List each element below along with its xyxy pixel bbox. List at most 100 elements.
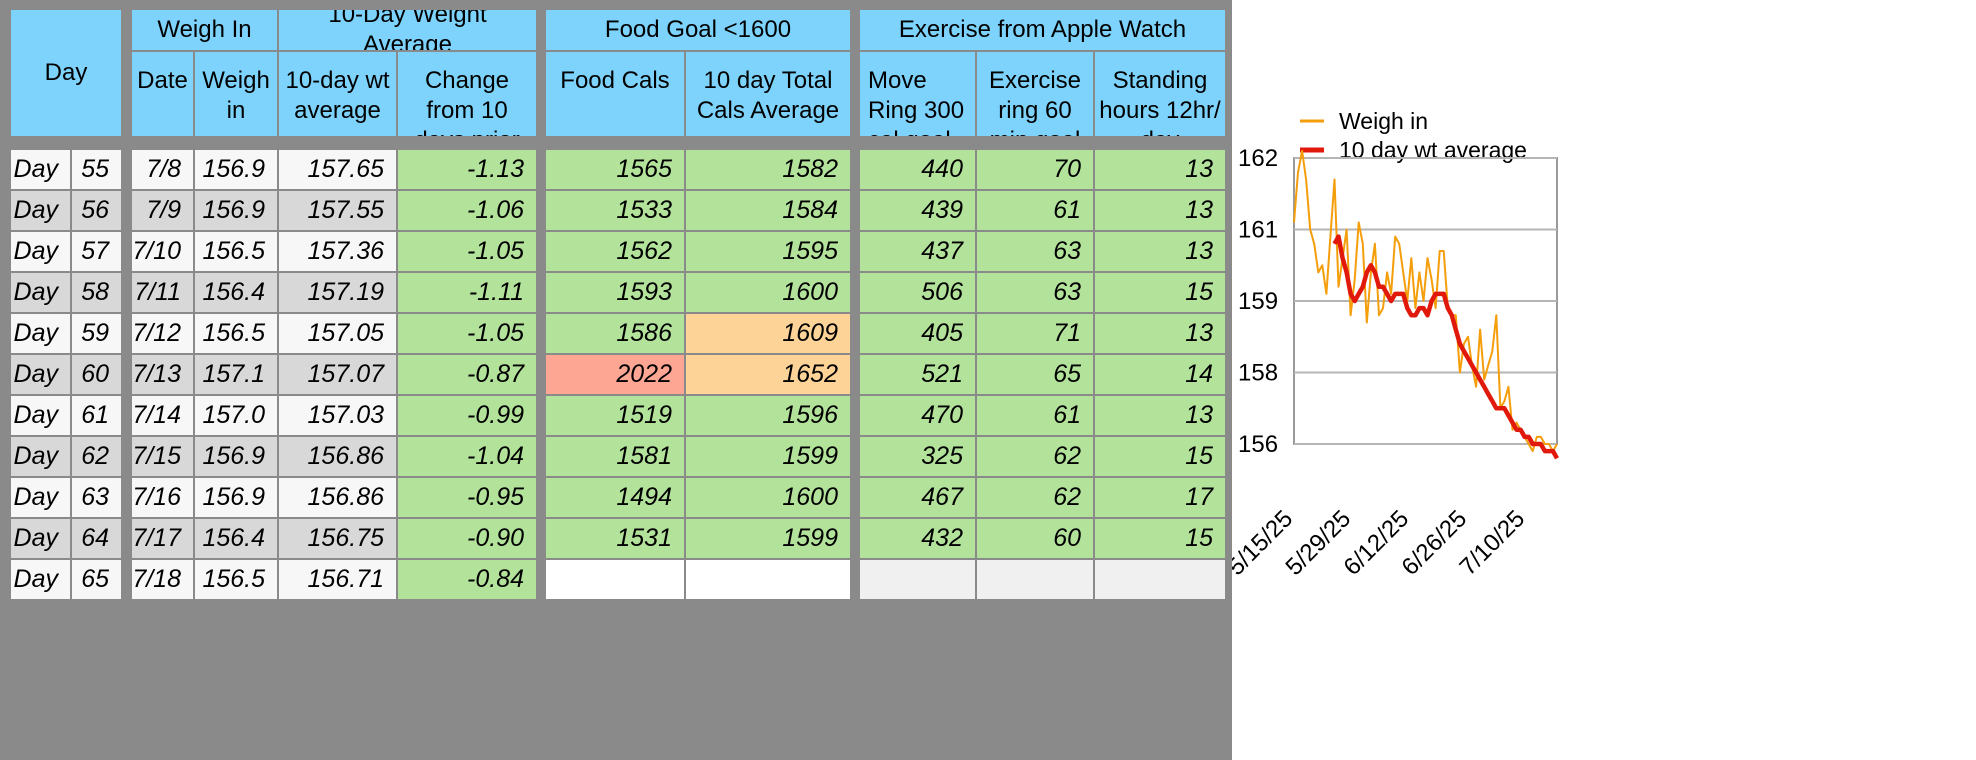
cell-move-ring[interactable]: 467: [860, 478, 975, 517]
cell-day-label[interactable]: Day: [11, 273, 70, 312]
cell-move-ring[interactable]: 432: [860, 519, 975, 558]
cell-change[interactable]: -1.05: [398, 314, 536, 353]
cell-day-number[interactable]: 61: [72, 396, 121, 435]
cell-food-cals[interactable]: 1562: [546, 232, 684, 271]
cell-day-number[interactable]: 55: [72, 150, 121, 189]
cell-exercise-ring[interactable]: 70: [977, 150, 1093, 189]
cell-day-number[interactable]: 63: [72, 478, 121, 517]
cell-10day-average[interactable]: 156.75: [279, 519, 396, 558]
cell-day-label[interactable]: Day: [11, 150, 70, 189]
cell-food-cals[interactable]: 1533: [546, 191, 684, 230]
cell-food-cals[interactable]: 1565: [546, 150, 684, 189]
cell-total-cals-average[interactable]: 1599: [686, 437, 850, 476]
cell-food-cals[interactable]: 1586: [546, 314, 684, 353]
cell-weigh-in[interactable]: 156.9: [195, 437, 277, 476]
cell-weigh-in[interactable]: 156.5: [195, 232, 277, 271]
cell-exercise-ring[interactable]: 71: [977, 314, 1093, 353]
cell-weigh-in[interactable]: 156.4: [195, 519, 277, 558]
cell-weigh-in[interactable]: 156.4: [195, 273, 277, 312]
cell-weigh-in[interactable]: 156.9: [195, 478, 277, 517]
cell-day-number[interactable]: 62: [72, 437, 121, 476]
cell-day-label[interactable]: Day: [11, 396, 70, 435]
cell-date[interactable]: 7/17: [132, 519, 193, 558]
cell-move-ring[interactable]: [860, 560, 975, 599]
cell-day-label[interactable]: Day: [11, 560, 70, 599]
cell-total-cals-average[interactable]: 1652: [686, 355, 850, 394]
cell-standing-hours[interactable]: 17: [1095, 478, 1225, 517]
cell-standing-hours[interactable]: 15: [1095, 437, 1225, 476]
cell-weigh-in[interactable]: 156.9: [195, 150, 277, 189]
cell-day-label[interactable]: Day: [11, 478, 70, 517]
cell-exercise-ring[interactable]: [977, 560, 1093, 599]
cell-day-number[interactable]: 56: [72, 191, 121, 230]
header-standing-hours[interactable]: Standing hours 12hr/ day: [1095, 52, 1225, 136]
cell-exercise-ring[interactable]: 61: [977, 191, 1093, 230]
header-exercise-ring[interactable]: Exercise ring 60 min goal: [977, 52, 1093, 136]
cell-exercise-ring[interactable]: 65: [977, 355, 1093, 394]
cell-weigh-in[interactable]: 156.5: [195, 560, 277, 599]
header-food-cals[interactable]: Food Cals: [546, 52, 684, 136]
cell-total-cals-average[interactable]: 1600: [686, 273, 850, 312]
header-exercise-group[interactable]: Exercise from Apple Watch: [860, 10, 1225, 50]
cell-standing-hours[interactable]: 13: [1095, 314, 1225, 353]
cell-standing-hours[interactable]: 13: [1095, 232, 1225, 271]
cell-day-label[interactable]: Day: [11, 519, 70, 558]
cell-change[interactable]: -0.99: [398, 396, 536, 435]
header-food-goal-group[interactable]: Food Goal <1600: [546, 10, 850, 50]
cell-exercise-ring[interactable]: 63: [977, 273, 1093, 312]
cell-exercise-ring[interactable]: 60: [977, 519, 1093, 558]
cell-day-number[interactable]: 57: [72, 232, 121, 271]
cell-10day-average[interactable]: 157.19: [279, 273, 396, 312]
cell-day-label[interactable]: Day: [11, 232, 70, 271]
cell-move-ring[interactable]: 437: [860, 232, 975, 271]
cell-food-cals[interactable]: 1531: [546, 519, 684, 558]
cell-day-label[interactable]: Day: [11, 355, 70, 394]
cell-total-cals-average[interactable]: 1595: [686, 232, 850, 271]
cell-date[interactable]: 7/12: [132, 314, 193, 353]
cell-food-cals[interactable]: 1581: [546, 437, 684, 476]
header-date[interactable]: Date: [132, 52, 193, 136]
header-10day-total-cals[interactable]: 10 day Total Cals Average: [686, 52, 850, 136]
cell-exercise-ring[interactable]: 63: [977, 232, 1093, 271]
cell-change[interactable]: -0.95: [398, 478, 536, 517]
cell-10day-average[interactable]: 157.36: [279, 232, 396, 271]
cell-total-cals-average[interactable]: 1584: [686, 191, 850, 230]
cell-change[interactable]: -0.87: [398, 355, 536, 394]
cell-date[interactable]: 7/10: [132, 232, 193, 271]
cell-move-ring[interactable]: 325: [860, 437, 975, 476]
cell-total-cals-average[interactable]: 1600: [686, 478, 850, 517]
cell-10day-average[interactable]: 156.86: [279, 437, 396, 476]
cell-weigh-in[interactable]: 156.5: [195, 314, 277, 353]
cell-move-ring[interactable]: 440: [860, 150, 975, 189]
cell-standing-hours[interactable]: 13: [1095, 396, 1225, 435]
cell-date[interactable]: 7/8: [132, 150, 193, 189]
header-change[interactable]: Change from 10 days prior: [398, 52, 536, 136]
cell-food-cals[interactable]: 1519: [546, 396, 684, 435]
cell-date[interactable]: 7/14: [132, 396, 193, 435]
header-10day-average-group[interactable]: 10-Day Weight Average: [279, 10, 536, 50]
cell-date[interactable]: 7/13: [132, 355, 193, 394]
cell-standing-hours[interactable]: 13: [1095, 150, 1225, 189]
cell-total-cals-average[interactable]: 1609: [686, 314, 850, 353]
cell-day-number[interactable]: 60: [72, 355, 121, 394]
cell-move-ring[interactable]: 521: [860, 355, 975, 394]
cell-change[interactable]: -0.84: [398, 560, 536, 599]
cell-10day-average[interactable]: 157.03: [279, 396, 396, 435]
cell-move-ring[interactable]: 439: [860, 191, 975, 230]
cell-change[interactable]: -1.05: [398, 232, 536, 271]
cell-date[interactable]: 7/18: [132, 560, 193, 599]
cell-10day-average[interactable]: 156.71: [279, 560, 396, 599]
cell-standing-hours[interactable]: 14: [1095, 355, 1225, 394]
cell-exercise-ring[interactable]: 62: [977, 437, 1093, 476]
cell-day-label[interactable]: Day: [11, 191, 70, 230]
cell-exercise-ring[interactable]: 61: [977, 396, 1093, 435]
header-weigh-in[interactable]: Weigh in: [195, 52, 277, 136]
cell-day-number[interactable]: 59: [72, 314, 121, 353]
cell-weigh-in[interactable]: 157.1: [195, 355, 277, 394]
cell-food-cals[interactable]: [546, 560, 684, 599]
cell-date[interactable]: 7/11: [132, 273, 193, 312]
cell-weigh-in[interactable]: 157.0: [195, 396, 277, 435]
cell-food-cals[interactable]: 1593: [546, 273, 684, 312]
cell-move-ring[interactable]: 470: [860, 396, 975, 435]
cell-10day-average[interactable]: 157.55: [279, 191, 396, 230]
